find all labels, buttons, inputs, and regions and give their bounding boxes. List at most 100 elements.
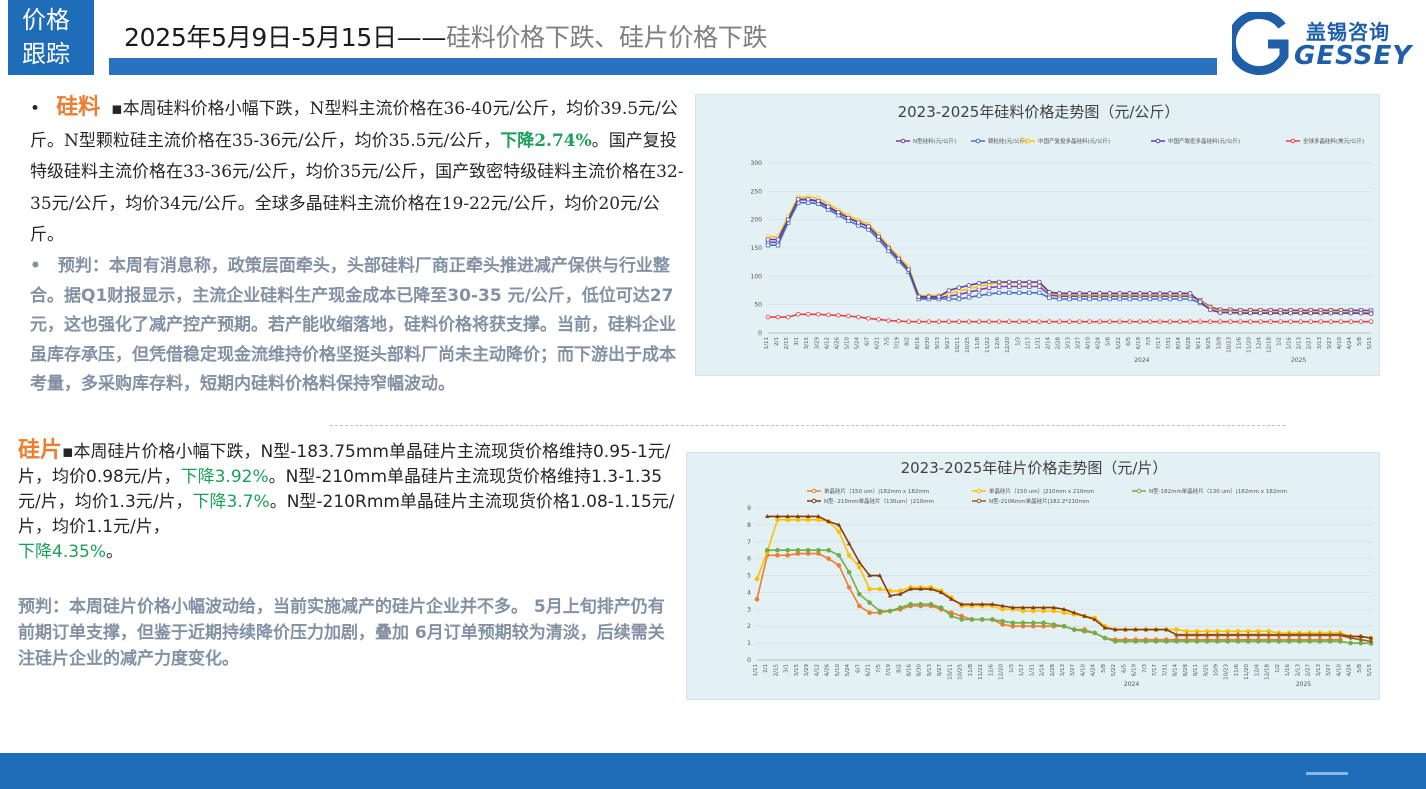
- x-tick-label: 1/11: [764, 337, 770, 349]
- data-point: [969, 601, 975, 606]
- wafer-down2: 下降3.7%: [192, 492, 270, 512]
- data-point: [785, 314, 791, 320]
- section-divider: [330, 425, 1285, 426]
- data-point: [765, 514, 770, 519]
- data-point: [1117, 291, 1123, 296]
- data-point: [836, 313, 841, 318]
- x-tick-label: 5/8: [1101, 664, 1107, 673]
- data-point: [1157, 291, 1163, 296]
- legend-marker: [811, 488, 817, 494]
- x-tick-label: 6/19: [1132, 664, 1138, 677]
- x-tick-label: 3/13: [1317, 337, 1323, 350]
- x-tick-label: 7/3: [1142, 664, 1148, 673]
- data-point: [916, 294, 922, 300]
- data-point: [986, 279, 992, 285]
- data-point: [928, 601, 934, 607]
- data-point: [886, 318, 891, 323]
- y-tick-label: 8: [747, 522, 751, 529]
- data-point: [1187, 291, 1193, 296]
- data-point: [1041, 620, 1046, 626]
- y-tick-label: 4: [747, 589, 751, 596]
- data-point: [1177, 296, 1183, 302]
- x-tick-label: 11/22: [985, 337, 991, 353]
- data-point: [1327, 639, 1333, 644]
- data-point: [857, 591, 862, 597]
- y-tick-label: 1: [747, 640, 751, 647]
- x-tick-label: 2/28: [1055, 337, 1061, 350]
- data-point: [1037, 279, 1042, 285]
- data-point: [1276, 639, 1282, 644]
- wafer-keyword: 硅片: [18, 438, 63, 463]
- x-tick-label: 8/2: [896, 664, 902, 673]
- x-tick-label: 10/11: [947, 664, 953, 680]
- data-point: [959, 617, 964, 622]
- legend-label: N型-182mm单晶硅片（130 um）|182mm x 182mm: [1149, 487, 1287, 495]
- legend-marker: [976, 488, 982, 494]
- data-point: [1157, 319, 1163, 324]
- data-point: [1368, 639, 1374, 644]
- data-point: [826, 312, 831, 318]
- x-tick-label: 5/22: [1116, 337, 1122, 349]
- data-point: [906, 267, 912, 272]
- legend-label: 中国产致密多晶硅料(元/公斤): [1168, 137, 1240, 145]
- legend-label: N型- 210mm单晶硅片（130um）|210mm: [824, 497, 934, 505]
- data-point: [1123, 639, 1128, 644]
- data-point: [846, 313, 851, 319]
- chart-svg: 2023-2025年硅料价格走势图（元/公斤） 0 50 100 150 200 250 30…: [751, 103, 1374, 364]
- data-point: [1143, 627, 1149, 632]
- data-point: [1318, 310, 1324, 316]
- series-line: [767, 515, 1372, 639]
- data-point: [1328, 310, 1334, 316]
- data-point: [1097, 319, 1102, 324]
- x-tick-label: 7/19: [895, 337, 901, 350]
- legend-marker: [1025, 138, 1031, 144]
- x-tick-label: 8/2: [905, 337, 911, 346]
- x-tick-label: 10/23: [1226, 337, 1232, 353]
- data-point: [1020, 608, 1026, 614]
- x-tick-label: 5/8: [1106, 337, 1112, 346]
- data-point: [877, 586, 883, 592]
- data-point: [765, 242, 771, 248]
- data-point: [1057, 296, 1062, 302]
- data-point: [936, 319, 942, 324]
- wafer-price-chart: 2023-2025年硅片价格走势图（元/片） 0 1 2 3 4 5 6 7 8 9 1/11 2/1 2…: [686, 452, 1380, 700]
- logo-text-en: GESSEY: [1294, 41, 1413, 71]
- section-tag-line1: 价格: [22, 6, 70, 34]
- x-tick-label: 5/15: [1367, 664, 1373, 677]
- data-point: [775, 514, 780, 519]
- data-point: [867, 586, 872, 592]
- data-point: [1027, 284, 1032, 289]
- y-tick-label: 2: [747, 623, 751, 630]
- x-tick-label: 11/20: [1244, 664, 1250, 680]
- data-point: [1358, 319, 1364, 324]
- data-point: [1147, 296, 1153, 302]
- data-point: [1164, 639, 1169, 644]
- x-tick-label: 5/24: [845, 664, 851, 677]
- y-tick-label: 0: [758, 330, 762, 337]
- data-point: [1298, 310, 1303, 316]
- data-point: [1123, 627, 1128, 632]
- data-point: [1000, 607, 1005, 612]
- data-point: [1227, 310, 1233, 315]
- data-point: [1297, 633, 1302, 638]
- data-point: [785, 514, 790, 519]
- x-tick-label: 9/25: [1206, 337, 1212, 350]
- data-point: [1092, 630, 1098, 636]
- data-point: [1215, 639, 1220, 644]
- data-point: [1030, 620, 1036, 626]
- data-point: [1010, 605, 1016, 610]
- x-tick-label: 9/27: [945, 337, 951, 350]
- data-point: [1205, 633, 1210, 638]
- x-tick-label: 3/15: [804, 337, 810, 350]
- data-point: [1167, 291, 1173, 296]
- data-point: [785, 552, 790, 558]
- data-point: [996, 284, 1002, 289]
- x-tick-label: 1/2: [1275, 664, 1281, 673]
- data-point: [1368, 311, 1374, 317]
- data-point: [1041, 605, 1046, 610]
- data-point: [1041, 608, 1046, 614]
- x-tick-label: 8/28: [1186, 337, 1192, 350]
- data-point: [836, 552, 842, 558]
- data-point: [805, 196, 811, 202]
- x-tick-label: 12/4: [1256, 337, 1262, 350]
